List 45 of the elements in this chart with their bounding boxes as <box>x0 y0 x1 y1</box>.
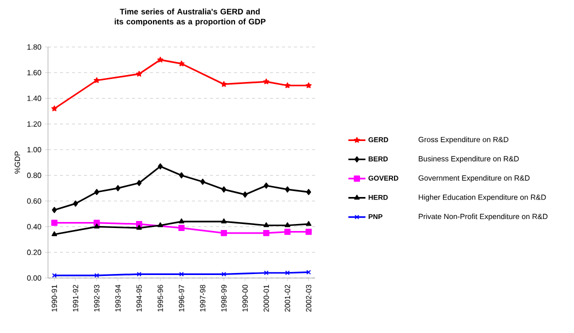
point <box>284 228 291 235</box>
point <box>179 172 184 178</box>
point <box>284 82 290 88</box>
point <box>306 188 312 196</box>
chart-title: Time series of Australia's GERD and its components as a proportion of GDP <box>114 8 266 26</box>
point <box>158 222 164 228</box>
point <box>178 218 184 224</box>
point <box>264 222 270 228</box>
point <box>200 178 206 185</box>
point <box>179 272 184 276</box>
point <box>94 220 100 226</box>
point <box>115 185 120 192</box>
point <box>285 186 290 193</box>
point <box>94 188 100 196</box>
point <box>52 206 57 214</box>
point <box>136 224 142 230</box>
point <box>264 182 269 189</box>
point <box>51 106 58 112</box>
point <box>136 180 142 186</box>
point <box>220 81 227 87</box>
point <box>136 272 142 276</box>
point <box>157 56 164 62</box>
point <box>306 228 312 235</box>
point <box>52 231 58 236</box>
point <box>284 222 290 228</box>
point <box>178 224 185 232</box>
point <box>263 230 270 236</box>
point <box>158 163 163 170</box>
point <box>94 273 100 278</box>
point <box>306 221 312 226</box>
point <box>222 272 226 276</box>
point <box>285 270 290 276</box>
point <box>306 82 312 88</box>
point <box>264 270 269 276</box>
point <box>94 77 100 83</box>
point <box>136 70 142 77</box>
point <box>221 186 226 193</box>
point <box>242 191 248 198</box>
point <box>94 224 100 228</box>
point <box>263 78 270 84</box>
point <box>178 60 184 66</box>
point <box>73 200 78 207</box>
point <box>51 220 58 226</box>
point <box>221 218 227 224</box>
point <box>220 230 227 236</box>
